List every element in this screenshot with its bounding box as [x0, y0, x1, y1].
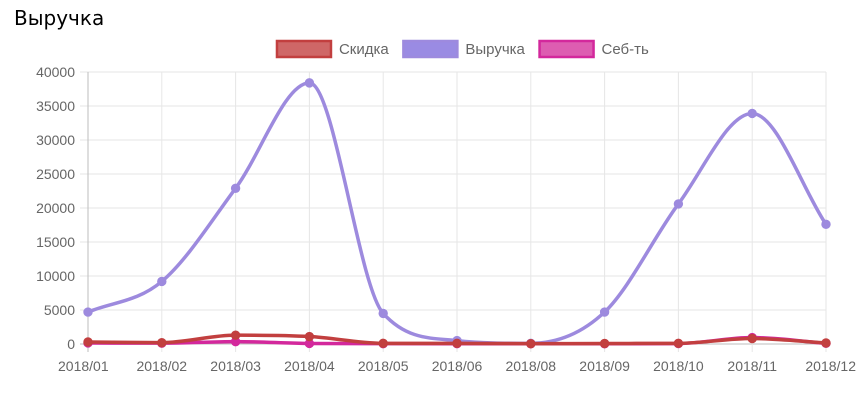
- y-tick-label: 40000: [36, 64, 75, 80]
- y-tick-label: 0: [67, 336, 75, 352]
- page-title: Выручка: [14, 6, 105, 30]
- data-point[interactable]: [821, 219, 831, 230]
- data-point[interactable]: [747, 333, 757, 344]
- x-tick-label: 2018/11: [727, 358, 777, 374]
- data-point[interactable]: [230, 330, 241, 340]
- x-tick-label: 2018/10: [653, 358, 704, 374]
- data-point[interactable]: [452, 338, 462, 349]
- legend-label: Себ-ть: [602, 41, 649, 58]
- y-tick-label: 5000: [44, 302, 75, 318]
- y-tick-label: 25000: [36, 166, 75, 182]
- x-tick-label: 2018/04: [284, 358, 335, 374]
- y-tick-label: 10000: [36, 268, 75, 284]
- y-tick-label: 20000: [36, 200, 75, 216]
- legend-swatch: [538, 39, 595, 59]
- legend-item[interactable]: Выручка: [402, 39, 526, 59]
- data-point[interactable]: [599, 307, 610, 317]
- data-point[interactable]: [157, 276, 167, 287]
- data-point[interactable]: [673, 338, 684, 349]
- x-tick-label: 2018/09: [579, 358, 630, 374]
- legend-item[interactable]: Себ-ть: [538, 39, 649, 59]
- data-point[interactable]: [747, 108, 757, 119]
- data-point[interactable]: [821, 338, 831, 348]
- x-tick-label: 2018/02: [136, 358, 187, 374]
- legend-swatch: [275, 39, 333, 59]
- data-point[interactable]: [157, 337, 167, 348]
- y-tick-label: 35000: [36, 98, 75, 114]
- data-point[interactable]: [304, 331, 315, 342]
- x-tick-label: 2018/06: [432, 358, 483, 374]
- legend: Скидка Выручка Себ-ть: [275, 39, 649, 59]
- series-vyruchka: [83, 78, 831, 349]
- x-tick-label: 2018/03: [210, 358, 261, 374]
- y-tick-label: 15000: [36, 234, 75, 250]
- series-layer: [83, 78, 831, 349]
- grid-layer: [80, 71, 827, 352]
- data-point[interactable]: [673, 199, 684, 209]
- series-line: [86, 81, 828, 346]
- x-tick-label: 2018/08: [505, 358, 556, 374]
- data-point[interactable]: [230, 183, 241, 193]
- data-point[interactable]: [599, 338, 610, 349]
- legend-item[interactable]: Скидка: [275, 39, 389, 59]
- x-tick-label: 2018/05: [358, 358, 409, 374]
- legend-label: Выручка: [465, 41, 525, 58]
- legend-label: Скидка: [339, 41, 389, 58]
- data-point[interactable]: [83, 307, 93, 317]
- axis-layer: 0 5000 10000 15000 20000 25000 30000 35000 40000…: [36, 64, 856, 374]
- x-tick-label: 2018/12: [805, 358, 856, 374]
- data-point[interactable]: [83, 337, 93, 347]
- series-skidka: [83, 330, 831, 349]
- legend-swatch: [402, 39, 459, 59]
- data-point[interactable]: [304, 78, 315, 88]
- data-point[interactable]: [378, 338, 388, 349]
- x-tick-label: 2018/01: [58, 358, 109, 374]
- data-point[interactable]: [378, 308, 388, 319]
- y-tick-label: 30000: [36, 132, 75, 148]
- data-point[interactable]: [526, 338, 536, 349]
